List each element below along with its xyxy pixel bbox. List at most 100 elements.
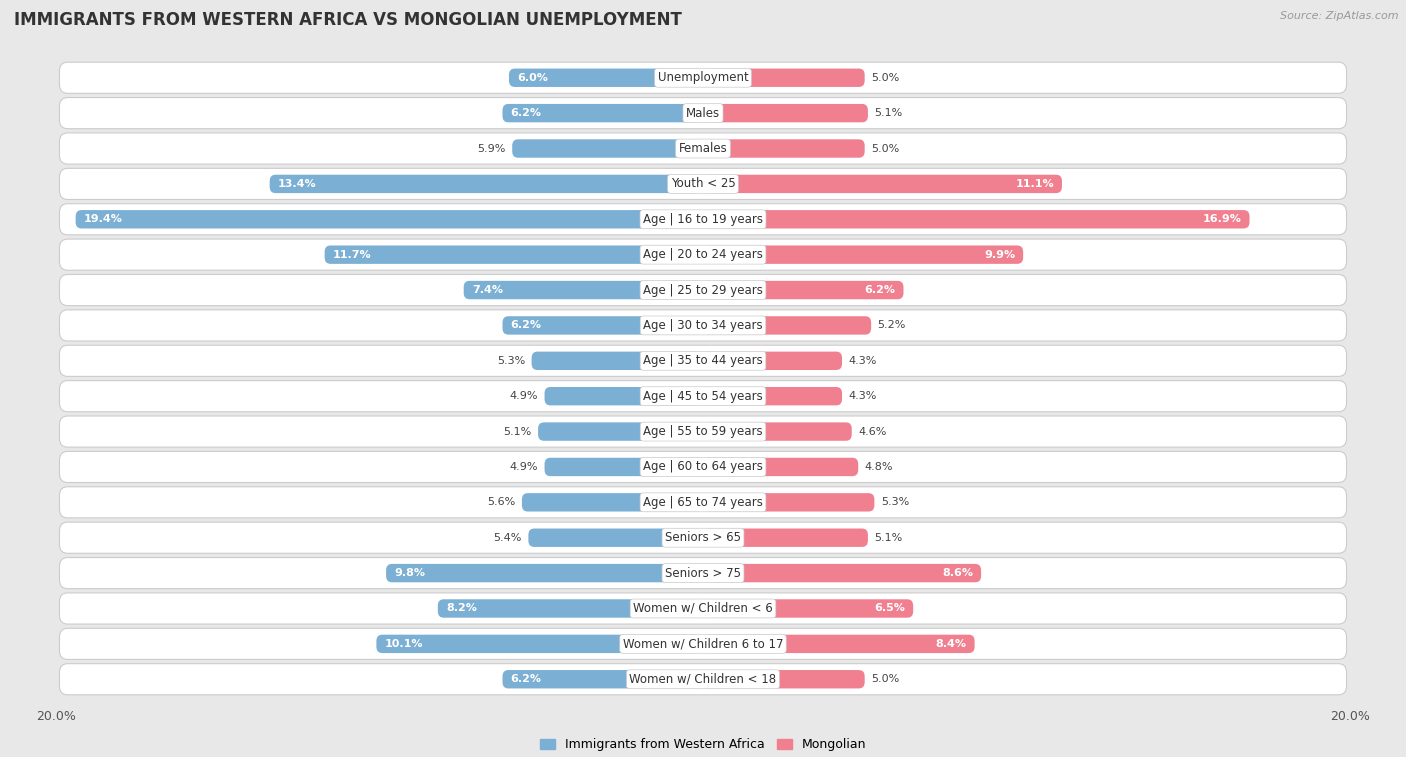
Text: Age | 30 to 34 years: Age | 30 to 34 years bbox=[643, 319, 763, 332]
Text: Seniors > 75: Seniors > 75 bbox=[665, 566, 741, 580]
Text: Age | 20 to 24 years: Age | 20 to 24 years bbox=[643, 248, 763, 261]
FancyBboxPatch shape bbox=[59, 557, 1347, 589]
FancyBboxPatch shape bbox=[59, 593, 1347, 624]
FancyBboxPatch shape bbox=[59, 522, 1347, 553]
Text: 6.5%: 6.5% bbox=[875, 603, 905, 613]
Text: Youth < 25: Youth < 25 bbox=[671, 177, 735, 191]
FancyBboxPatch shape bbox=[59, 168, 1347, 200]
FancyBboxPatch shape bbox=[59, 133, 1347, 164]
Text: Males: Males bbox=[686, 107, 720, 120]
FancyBboxPatch shape bbox=[703, 351, 842, 370]
Text: 5.0%: 5.0% bbox=[872, 674, 900, 684]
FancyBboxPatch shape bbox=[59, 664, 1347, 695]
Text: Source: ZipAtlas.com: Source: ZipAtlas.com bbox=[1281, 11, 1399, 21]
FancyBboxPatch shape bbox=[703, 245, 1024, 264]
FancyBboxPatch shape bbox=[502, 670, 703, 688]
FancyBboxPatch shape bbox=[270, 175, 703, 193]
FancyBboxPatch shape bbox=[703, 493, 875, 512]
Text: Age | 60 to 64 years: Age | 60 to 64 years bbox=[643, 460, 763, 473]
Text: Women w/ Children < 6: Women w/ Children < 6 bbox=[633, 602, 773, 615]
Text: 6.2%: 6.2% bbox=[510, 108, 541, 118]
Text: Seniors > 65: Seniors > 65 bbox=[665, 531, 741, 544]
FancyBboxPatch shape bbox=[703, 281, 904, 299]
FancyBboxPatch shape bbox=[703, 387, 842, 406]
FancyBboxPatch shape bbox=[377, 634, 703, 653]
Text: 6.2%: 6.2% bbox=[510, 674, 541, 684]
Text: 10.1%: 10.1% bbox=[384, 639, 423, 649]
FancyBboxPatch shape bbox=[703, 69, 865, 87]
FancyBboxPatch shape bbox=[703, 458, 858, 476]
Text: 11.1%: 11.1% bbox=[1015, 179, 1054, 189]
FancyBboxPatch shape bbox=[703, 528, 868, 547]
Text: 16.9%: 16.9% bbox=[1202, 214, 1241, 224]
FancyBboxPatch shape bbox=[522, 493, 703, 512]
FancyBboxPatch shape bbox=[703, 210, 1250, 229]
FancyBboxPatch shape bbox=[531, 351, 703, 370]
FancyBboxPatch shape bbox=[703, 600, 914, 618]
FancyBboxPatch shape bbox=[703, 104, 868, 123]
Text: 8.2%: 8.2% bbox=[446, 603, 477, 613]
Text: 5.4%: 5.4% bbox=[494, 533, 522, 543]
FancyBboxPatch shape bbox=[544, 458, 703, 476]
Text: 4.6%: 4.6% bbox=[858, 427, 887, 437]
Text: Women w/ Children 6 to 17: Women w/ Children 6 to 17 bbox=[623, 637, 783, 650]
FancyBboxPatch shape bbox=[59, 275, 1347, 306]
FancyBboxPatch shape bbox=[703, 139, 865, 157]
FancyBboxPatch shape bbox=[59, 345, 1347, 376]
Text: Women w/ Children < 18: Women w/ Children < 18 bbox=[630, 673, 776, 686]
FancyBboxPatch shape bbox=[59, 628, 1347, 659]
Text: 5.0%: 5.0% bbox=[872, 73, 900, 83]
FancyBboxPatch shape bbox=[76, 210, 703, 229]
Text: 7.4%: 7.4% bbox=[472, 285, 503, 295]
FancyBboxPatch shape bbox=[502, 104, 703, 123]
FancyBboxPatch shape bbox=[59, 98, 1347, 129]
Text: 4.9%: 4.9% bbox=[509, 462, 538, 472]
FancyBboxPatch shape bbox=[529, 528, 703, 547]
Text: 4.3%: 4.3% bbox=[849, 356, 877, 366]
FancyBboxPatch shape bbox=[703, 564, 981, 582]
FancyBboxPatch shape bbox=[59, 416, 1347, 447]
Text: 6.0%: 6.0% bbox=[517, 73, 548, 83]
FancyBboxPatch shape bbox=[703, 316, 872, 335]
FancyBboxPatch shape bbox=[538, 422, 703, 441]
Text: 9.8%: 9.8% bbox=[394, 568, 425, 578]
Text: 13.4%: 13.4% bbox=[278, 179, 316, 189]
Text: 6.2%: 6.2% bbox=[865, 285, 896, 295]
Text: Unemployment: Unemployment bbox=[658, 71, 748, 84]
Text: 5.1%: 5.1% bbox=[503, 427, 531, 437]
FancyBboxPatch shape bbox=[703, 422, 852, 441]
Text: Age | 35 to 44 years: Age | 35 to 44 years bbox=[643, 354, 763, 367]
FancyBboxPatch shape bbox=[509, 69, 703, 87]
Text: Age | 45 to 54 years: Age | 45 to 54 years bbox=[643, 390, 763, 403]
FancyBboxPatch shape bbox=[59, 487, 1347, 518]
Text: 5.6%: 5.6% bbox=[488, 497, 516, 507]
Text: 5.3%: 5.3% bbox=[496, 356, 526, 366]
Text: 5.2%: 5.2% bbox=[877, 320, 905, 330]
FancyBboxPatch shape bbox=[59, 204, 1347, 235]
Text: 11.7%: 11.7% bbox=[333, 250, 371, 260]
Text: Age | 65 to 74 years: Age | 65 to 74 years bbox=[643, 496, 763, 509]
Text: 4.3%: 4.3% bbox=[849, 391, 877, 401]
Text: 19.4%: 19.4% bbox=[84, 214, 122, 224]
Text: 5.3%: 5.3% bbox=[880, 497, 910, 507]
FancyBboxPatch shape bbox=[464, 281, 703, 299]
FancyBboxPatch shape bbox=[59, 451, 1347, 482]
Text: 5.1%: 5.1% bbox=[875, 533, 903, 543]
FancyBboxPatch shape bbox=[59, 381, 1347, 412]
FancyBboxPatch shape bbox=[59, 310, 1347, 341]
FancyBboxPatch shape bbox=[502, 316, 703, 335]
Text: Age | 55 to 59 years: Age | 55 to 59 years bbox=[643, 425, 763, 438]
Text: 4.9%: 4.9% bbox=[509, 391, 538, 401]
Text: 5.9%: 5.9% bbox=[478, 144, 506, 154]
FancyBboxPatch shape bbox=[59, 62, 1347, 93]
Text: Females: Females bbox=[679, 142, 727, 155]
Text: 8.4%: 8.4% bbox=[935, 639, 966, 649]
FancyBboxPatch shape bbox=[703, 670, 865, 688]
Text: 5.0%: 5.0% bbox=[872, 144, 900, 154]
Text: 4.8%: 4.8% bbox=[865, 462, 893, 472]
Text: Age | 25 to 29 years: Age | 25 to 29 years bbox=[643, 284, 763, 297]
FancyBboxPatch shape bbox=[703, 175, 1062, 193]
FancyBboxPatch shape bbox=[544, 387, 703, 406]
Text: IMMIGRANTS FROM WESTERN AFRICA VS MONGOLIAN UNEMPLOYMENT: IMMIGRANTS FROM WESTERN AFRICA VS MONGOL… bbox=[14, 11, 682, 30]
FancyBboxPatch shape bbox=[325, 245, 703, 264]
